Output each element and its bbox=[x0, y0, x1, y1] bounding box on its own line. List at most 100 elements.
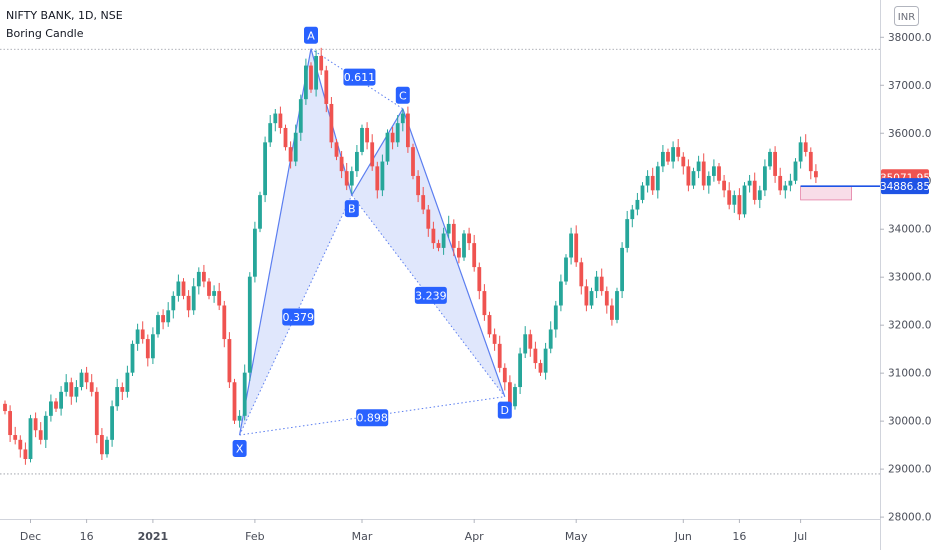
candle-body-88 bbox=[451, 223, 456, 248]
candle-body-90 bbox=[462, 233, 466, 258]
ratio-badge-0[interactable] bbox=[343, 68, 376, 86]
candle-body-139 bbox=[712, 166, 716, 176]
candle-body-105 bbox=[538, 363, 543, 373]
candle-body-94 bbox=[482, 291, 487, 316]
point-marker-b[interactable] bbox=[344, 200, 359, 218]
candle-body-37 bbox=[191, 286, 196, 311]
candles bbox=[3, 47, 818, 465]
candle-body-116 bbox=[594, 276, 599, 292]
candle-body-89 bbox=[457, 247, 461, 258]
candle-body-63 bbox=[324, 70, 329, 104]
candle-body-156 bbox=[798, 142, 803, 162]
candle-body-15 bbox=[79, 372, 84, 388]
candle-body-131 bbox=[671, 147, 675, 162]
ratio-badge-2[interactable] bbox=[414, 286, 447, 304]
ratio-label-2[interactable]: 3.239 bbox=[415, 289, 447, 302]
candle-body-99 bbox=[508, 382, 512, 407]
candle-body-103 bbox=[528, 334, 533, 349]
candle-body-54 bbox=[278, 113, 283, 128]
candle-body-83 bbox=[426, 209, 431, 229]
point-marker-a[interactable] bbox=[304, 26, 318, 44]
candle-body-148 bbox=[757, 190, 762, 200]
candle-body-1 bbox=[8, 411, 12, 436]
price-tick-label-10: 38000.00 bbox=[888, 32, 932, 44]
candle-body-96 bbox=[492, 334, 497, 344]
candle-body-108 bbox=[553, 305, 558, 330]
candle-body-155 bbox=[793, 161, 798, 181]
time-tick-label-4: Mar bbox=[352, 530, 373, 543]
candle-body-32 bbox=[166, 310, 171, 323]
time-tick-label-7: Jun bbox=[674, 530, 692, 543]
diagonal-xd bbox=[239, 396, 505, 436]
price-tick-label-0: 28000.00 bbox=[888, 512, 932, 524]
ratio-badge-1[interactable] bbox=[282, 308, 315, 326]
price-tick-label-9: 37000.00 bbox=[888, 80, 932, 92]
indicator-name[interactable]: Boring Candle bbox=[6, 27, 84, 40]
candle-body-134 bbox=[686, 166, 691, 186]
ratio-label-0[interactable]: 0.611 bbox=[344, 71, 376, 84]
candle-body-150 bbox=[768, 151, 772, 167]
candle-body-6 bbox=[33, 418, 38, 431]
candle-body-9 bbox=[49, 401, 53, 416]
point-label-a[interactable]: A bbox=[307, 29, 315, 42]
point-marker-x[interactable] bbox=[232, 440, 247, 458]
candle-body-42 bbox=[217, 291, 222, 306]
ratio-label-3[interactable]: 0.898 bbox=[356, 412, 388, 425]
price-tick-label-2: 30000.00 bbox=[888, 416, 932, 428]
time-axis[interactable]: Dec 16 2021 Feb Mar Apr May Jun 16 Jul bbox=[20, 519, 807, 543]
candle-body-106 bbox=[543, 348, 548, 373]
candle-body-119 bbox=[610, 305, 614, 320]
candle-body-121 bbox=[620, 247, 624, 292]
candle-body-136 bbox=[696, 161, 701, 172]
candle-body-65 bbox=[334, 142, 339, 157]
point-label-b[interactable]: B bbox=[348, 203, 356, 216]
zone-price-tag-box[interactable] bbox=[881, 178, 929, 195]
price-tick-label-3: 31000.00 bbox=[888, 368, 932, 380]
currency-badge-frame[interactable] bbox=[894, 6, 919, 26]
candle-body-11 bbox=[59, 391, 63, 409]
triangle-xab-fill bbox=[239, 48, 352, 436]
candle-body-61 bbox=[314, 55, 318, 90]
candle-body-45 bbox=[232, 382, 237, 421]
candle-body-104 bbox=[533, 348, 538, 364]
point-label-d[interactable]: D bbox=[501, 404, 509, 417]
candle-body-130 bbox=[666, 151, 670, 162]
candle-body-101 bbox=[518, 353, 522, 388]
candle-body-97 bbox=[497, 343, 502, 368]
candle-body-26 bbox=[135, 329, 140, 344]
boring-zone bbox=[800, 185, 880, 201]
candle-body-78 bbox=[400, 113, 405, 124]
candle-body-33 bbox=[171, 295, 176, 311]
candle-body-75 bbox=[385, 132, 390, 162]
zone-price-tag-label[interactable]: 34886.85 bbox=[880, 181, 930, 193]
candle-body-10 bbox=[54, 401, 58, 409]
candle-body-79 bbox=[406, 113, 410, 148]
candle-body-124 bbox=[635, 199, 640, 210]
candle-body-145 bbox=[742, 185, 747, 215]
candle-body-127 bbox=[650, 175, 655, 191]
candle-body-51 bbox=[263, 142, 267, 196]
candle-body-66 bbox=[339, 156, 344, 172]
point-label-x[interactable]: X bbox=[236, 443, 244, 456]
candle-body-58 bbox=[298, 99, 303, 133]
currency-badge[interactable]: INR bbox=[898, 12, 915, 23]
price-axis[interactable]: 28000.00 29000.00 30000.00 31000.00 32000.00… bbox=[880, 32, 932, 524]
point-marker-d[interactable] bbox=[497, 401, 512, 419]
candle-body-57 bbox=[293, 132, 298, 162]
point-marker-c[interactable] bbox=[395, 86, 410, 104]
candle-body-125 bbox=[640, 185, 645, 200]
candle-body-25 bbox=[130, 343, 135, 373]
point-label-c[interactable]: C bbox=[399, 89, 407, 102]
ratio-badge-3[interactable] bbox=[356, 409, 389, 427]
candle-body-55 bbox=[283, 127, 288, 148]
candle-body-74 bbox=[380, 161, 385, 191]
time-tick-label-5: Apr bbox=[465, 530, 485, 543]
candle-body-4 bbox=[23, 449, 28, 460]
symbol-title[interactable]: NIFTY BANK, 1D, NSE bbox=[6, 9, 123, 22]
ratio-label-1[interactable]: 0.379 bbox=[283, 311, 315, 324]
candle-body-19 bbox=[100, 435, 104, 455]
candle-body-50 bbox=[258, 195, 262, 229]
candle-body-7 bbox=[38, 430, 43, 440]
candle-body-41 bbox=[212, 291, 216, 296]
